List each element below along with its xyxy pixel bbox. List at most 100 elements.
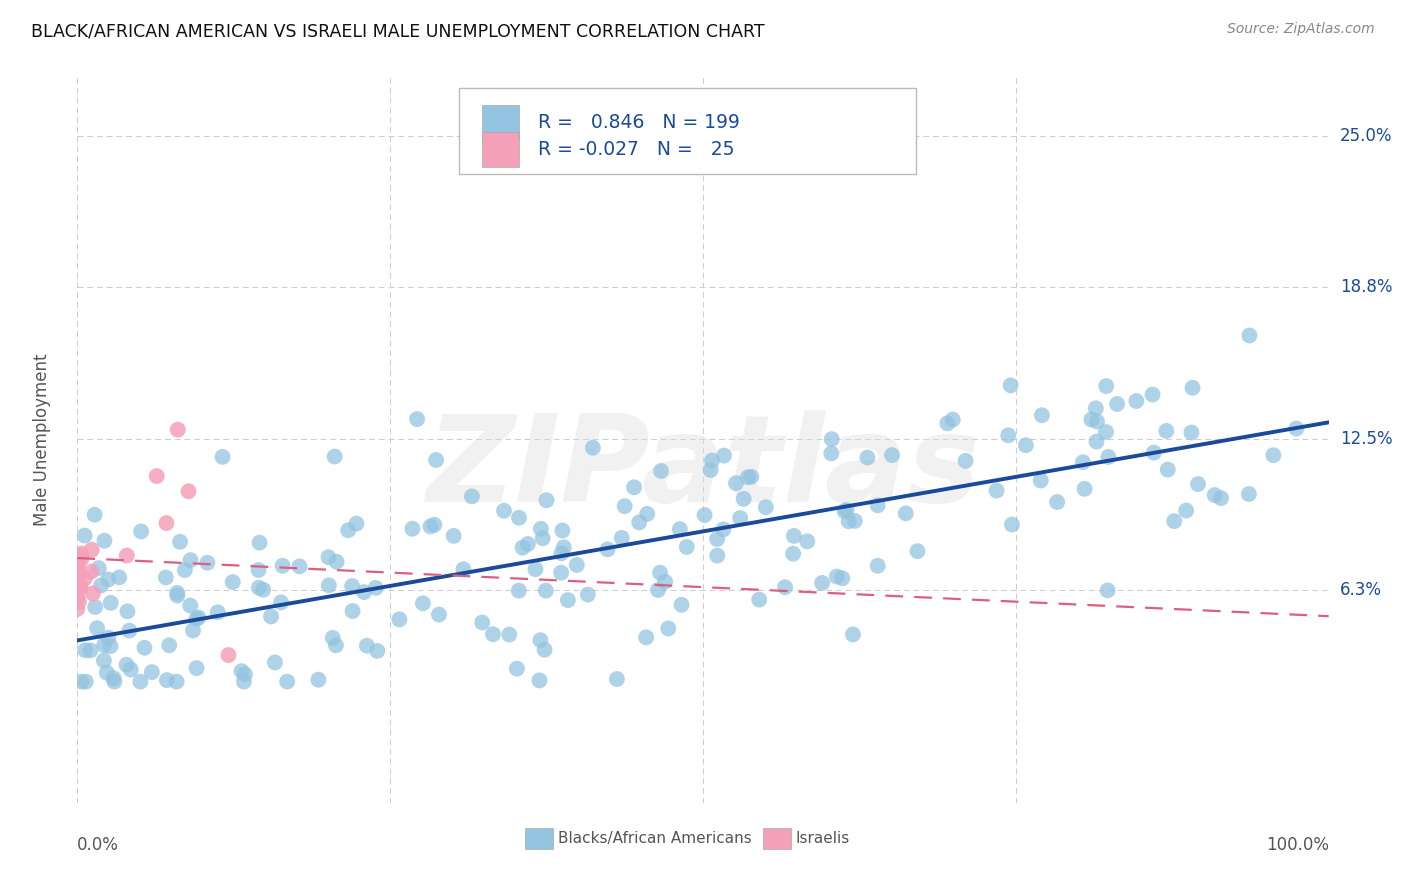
Point [145, 469, 167, 483]
Point [755, 500, 778, 515]
Point [1187, 477, 1209, 491]
Point [536, 493, 558, 508]
Point [66, 553, 89, 567]
Point [856, 450, 879, 465]
Point [425, 453, 447, 467]
Point [529, 673, 551, 688]
Point [471, 615, 494, 630]
Point [1157, 462, 1180, 476]
Text: ZIPatlas: ZIPatlas [426, 410, 980, 527]
Point [842, 627, 865, 641]
Point [276, 674, 298, 689]
Point [533, 642, 555, 657]
Point [173, 563, 195, 577]
Point [318, 578, 340, 592]
Point [80, 565, 103, 579]
Point [211, 450, 233, 464]
Point [596, 542, 619, 557]
Point [1029, 474, 1052, 488]
Point [866, 498, 889, 512]
Point [232, 674, 254, 689]
Point [699, 463, 721, 477]
Point [623, 480, 645, 494]
Point [252, 582, 274, 597]
Text: Male Unemployment: Male Unemployment [34, 353, 51, 525]
Point [650, 464, 672, 478]
Point [831, 571, 853, 585]
Point [166, 674, 188, 689]
Point [1209, 491, 1232, 505]
Point [356, 639, 378, 653]
Point [1285, 421, 1308, 435]
Bar [526, 828, 553, 849]
Point [671, 598, 693, 612]
Point [83, 508, 105, 522]
Point [844, 514, 866, 528]
Point [740, 470, 762, 484]
Bar [481, 105, 519, 140]
Point [706, 532, 728, 546]
Point [713, 523, 735, 537]
Point [318, 550, 340, 565]
Point [834, 504, 856, 518]
Point [550, 566, 572, 580]
Point [654, 574, 676, 589]
Point [835, 503, 858, 517]
Text: 0.0%: 0.0% [77, 836, 120, 854]
Point [1181, 381, 1204, 395]
Point [186, 661, 208, 675]
Point [557, 593, 579, 607]
Point [103, 674, 125, 689]
Point [1073, 482, 1095, 496]
Point [70, 551, 93, 566]
Point [748, 592, 770, 607]
Point [427, 607, 450, 622]
Point [1001, 517, 1024, 532]
Point [353, 585, 375, 599]
Point [337, 523, 360, 537]
Point [534, 583, 557, 598]
Point [181, 624, 204, 638]
Point [96, 665, 118, 680]
Point [67, 575, 90, 590]
Point [93, 533, 115, 548]
Point [796, 534, 818, 549]
Text: BLACK/AFRICAN AMERICAN VS ISRAELI MALE UNEMPLOYMENT CORRELATION CHART: BLACK/AFRICAN AMERICAN VS ISRAELI MALE U… [31, 22, 765, 40]
Point [346, 516, 368, 531]
Point [264, 656, 287, 670]
Point [66, 560, 89, 574]
Bar [458, 88, 915, 174]
Text: 12.5%: 12.5% [1340, 430, 1392, 449]
Point [531, 531, 554, 545]
Point [461, 489, 484, 503]
Point [1156, 424, 1178, 438]
Bar [481, 133, 519, 168]
Point [207, 605, 229, 619]
Point [1085, 415, 1108, 429]
Point [636, 507, 658, 521]
Text: R =   0.846   N = 199: R = 0.846 N = 199 [538, 113, 740, 132]
Point [325, 555, 347, 569]
Point [129, 674, 152, 689]
Point [271, 558, 294, 573]
Point [222, 575, 245, 590]
Point [1143, 445, 1166, 459]
Point [177, 484, 200, 499]
Point [388, 612, 411, 626]
Point [97, 631, 120, 645]
Point [260, 609, 283, 624]
Point [87, 561, 110, 575]
Point [1095, 425, 1118, 439]
Point [187, 610, 209, 624]
Point [516, 537, 538, 551]
Point [86, 621, 108, 635]
Point [866, 558, 889, 573]
Point [820, 446, 842, 460]
Point [156, 673, 179, 687]
Point [1095, 379, 1118, 393]
Point [118, 624, 141, 638]
Point [783, 529, 806, 543]
Point [724, 476, 747, 491]
Point [1237, 487, 1260, 501]
Point [986, 483, 1008, 498]
